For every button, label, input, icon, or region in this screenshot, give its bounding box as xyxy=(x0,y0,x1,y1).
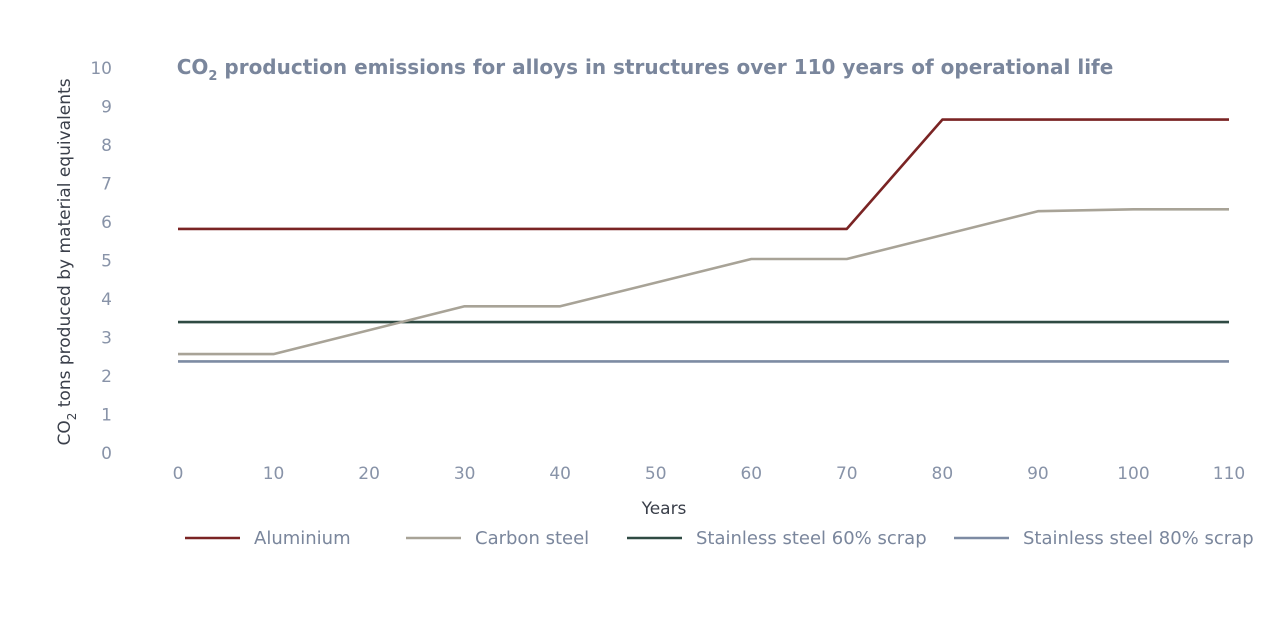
series-line-aluminium xyxy=(178,118,1229,231)
x-tick-label: 90 xyxy=(1027,464,1049,484)
legend-label: Carbon steel xyxy=(475,528,589,549)
y-tick-label: 1 xyxy=(101,406,112,426)
chart-title: CO2 production emissions for alloys in s… xyxy=(177,55,1114,84)
y-axis-label: CO2 tons produced by material equivalent… xyxy=(55,78,79,445)
x-axis-ticks: 0 10 20 30 40 50 60 70 80 90 100 110 xyxy=(173,464,1246,484)
y-tick-label: 6 xyxy=(101,213,112,233)
y-tick-label: 10 xyxy=(90,59,112,79)
x-tick-label: 30 xyxy=(454,464,476,484)
y-axis-ticks: 0 1 2 3 4 5 6 7 8 9 10 xyxy=(90,59,112,464)
y-tick-label: 5 xyxy=(101,252,112,272)
x-tick-label: 40 xyxy=(549,464,571,484)
x-tick-label: 70 xyxy=(836,464,858,484)
legend-label: Stainless steel 60% scrap xyxy=(696,528,927,549)
legend: Aluminium Carbon steel Stainless steel 60%… xyxy=(185,528,1254,549)
series-lines xyxy=(178,118,1229,363)
x-axis-label: Years xyxy=(641,499,687,519)
x-tick-label: 80 xyxy=(932,464,954,484)
y-tick-label: 2 xyxy=(101,367,112,387)
legend-label: Stainless steel 80% scrap xyxy=(1023,528,1254,549)
y-tick-label: 3 xyxy=(101,329,112,349)
series-line-carbon-steel xyxy=(178,208,1229,356)
x-tick-label: 50 xyxy=(645,464,667,484)
y-tick-label: 4 xyxy=(101,290,112,310)
y-tick-label: 9 xyxy=(101,98,112,118)
x-tick-label: 0 xyxy=(173,464,184,484)
y-tick-label: 7 xyxy=(101,175,112,195)
x-tick-label: 100 xyxy=(1117,464,1149,484)
y-tick-label: 0 xyxy=(101,444,112,464)
x-tick-label: 10 xyxy=(263,464,285,484)
y-tick-label: 8 xyxy=(101,136,112,156)
x-tick-label: 60 xyxy=(740,464,762,484)
x-tick-label: 110 xyxy=(1213,464,1245,484)
x-tick-label: 20 xyxy=(358,464,380,484)
legend-label: Aluminium xyxy=(254,528,351,549)
